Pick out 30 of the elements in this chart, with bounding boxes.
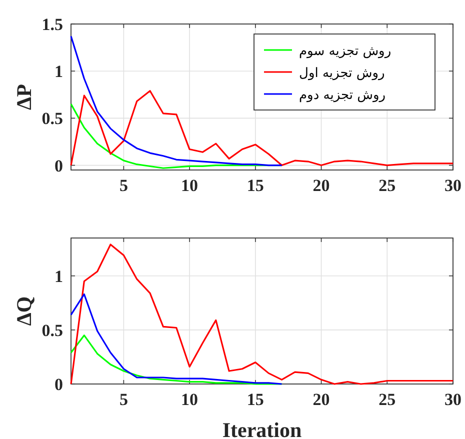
x-tick-label: 10 [181,176,198,195]
x-tick-label: 25 [378,390,396,409]
x-tick-label: 30 [444,176,462,195]
line-series [70,334,283,385]
x-tick-label: 20 [312,176,330,195]
x-axis-title: Iteration [222,418,302,439]
x-tick-label: 20 [312,390,330,409]
line-series [70,35,283,166]
y-tick-label: 0.5 [42,320,63,340]
y-axis-title: ΔQ [12,296,36,326]
y-tick-label: 1 [54,62,63,82]
legend-label: روش تجزیه سوم [299,44,392,59]
legend-label: روش تجزیه اول [299,66,385,81]
legend-label: روش تجزیه دوم [299,88,386,103]
x-tick-label: 15 [246,176,264,195]
x-tick-label: 10 [181,390,198,409]
x-tick-label: 25 [378,176,396,195]
y-tick-label: 0 [54,375,63,394]
x-tick-label: 5 [119,390,128,409]
y-tick-label: 0 [54,156,63,176]
y-tick-label: 0.5 [42,109,63,128]
x-tick-label: 30 [444,390,462,409]
line-series [70,293,283,385]
line-series [70,244,454,385]
y-axis-title: ΔP [12,84,36,110]
y-tick-label: 1.5 [42,15,63,34]
x-tick-label: 15 [246,390,264,409]
x-tick-label: 5 [119,176,128,195]
y-tick-label: 1 [54,266,63,286]
line-series [70,90,454,166]
